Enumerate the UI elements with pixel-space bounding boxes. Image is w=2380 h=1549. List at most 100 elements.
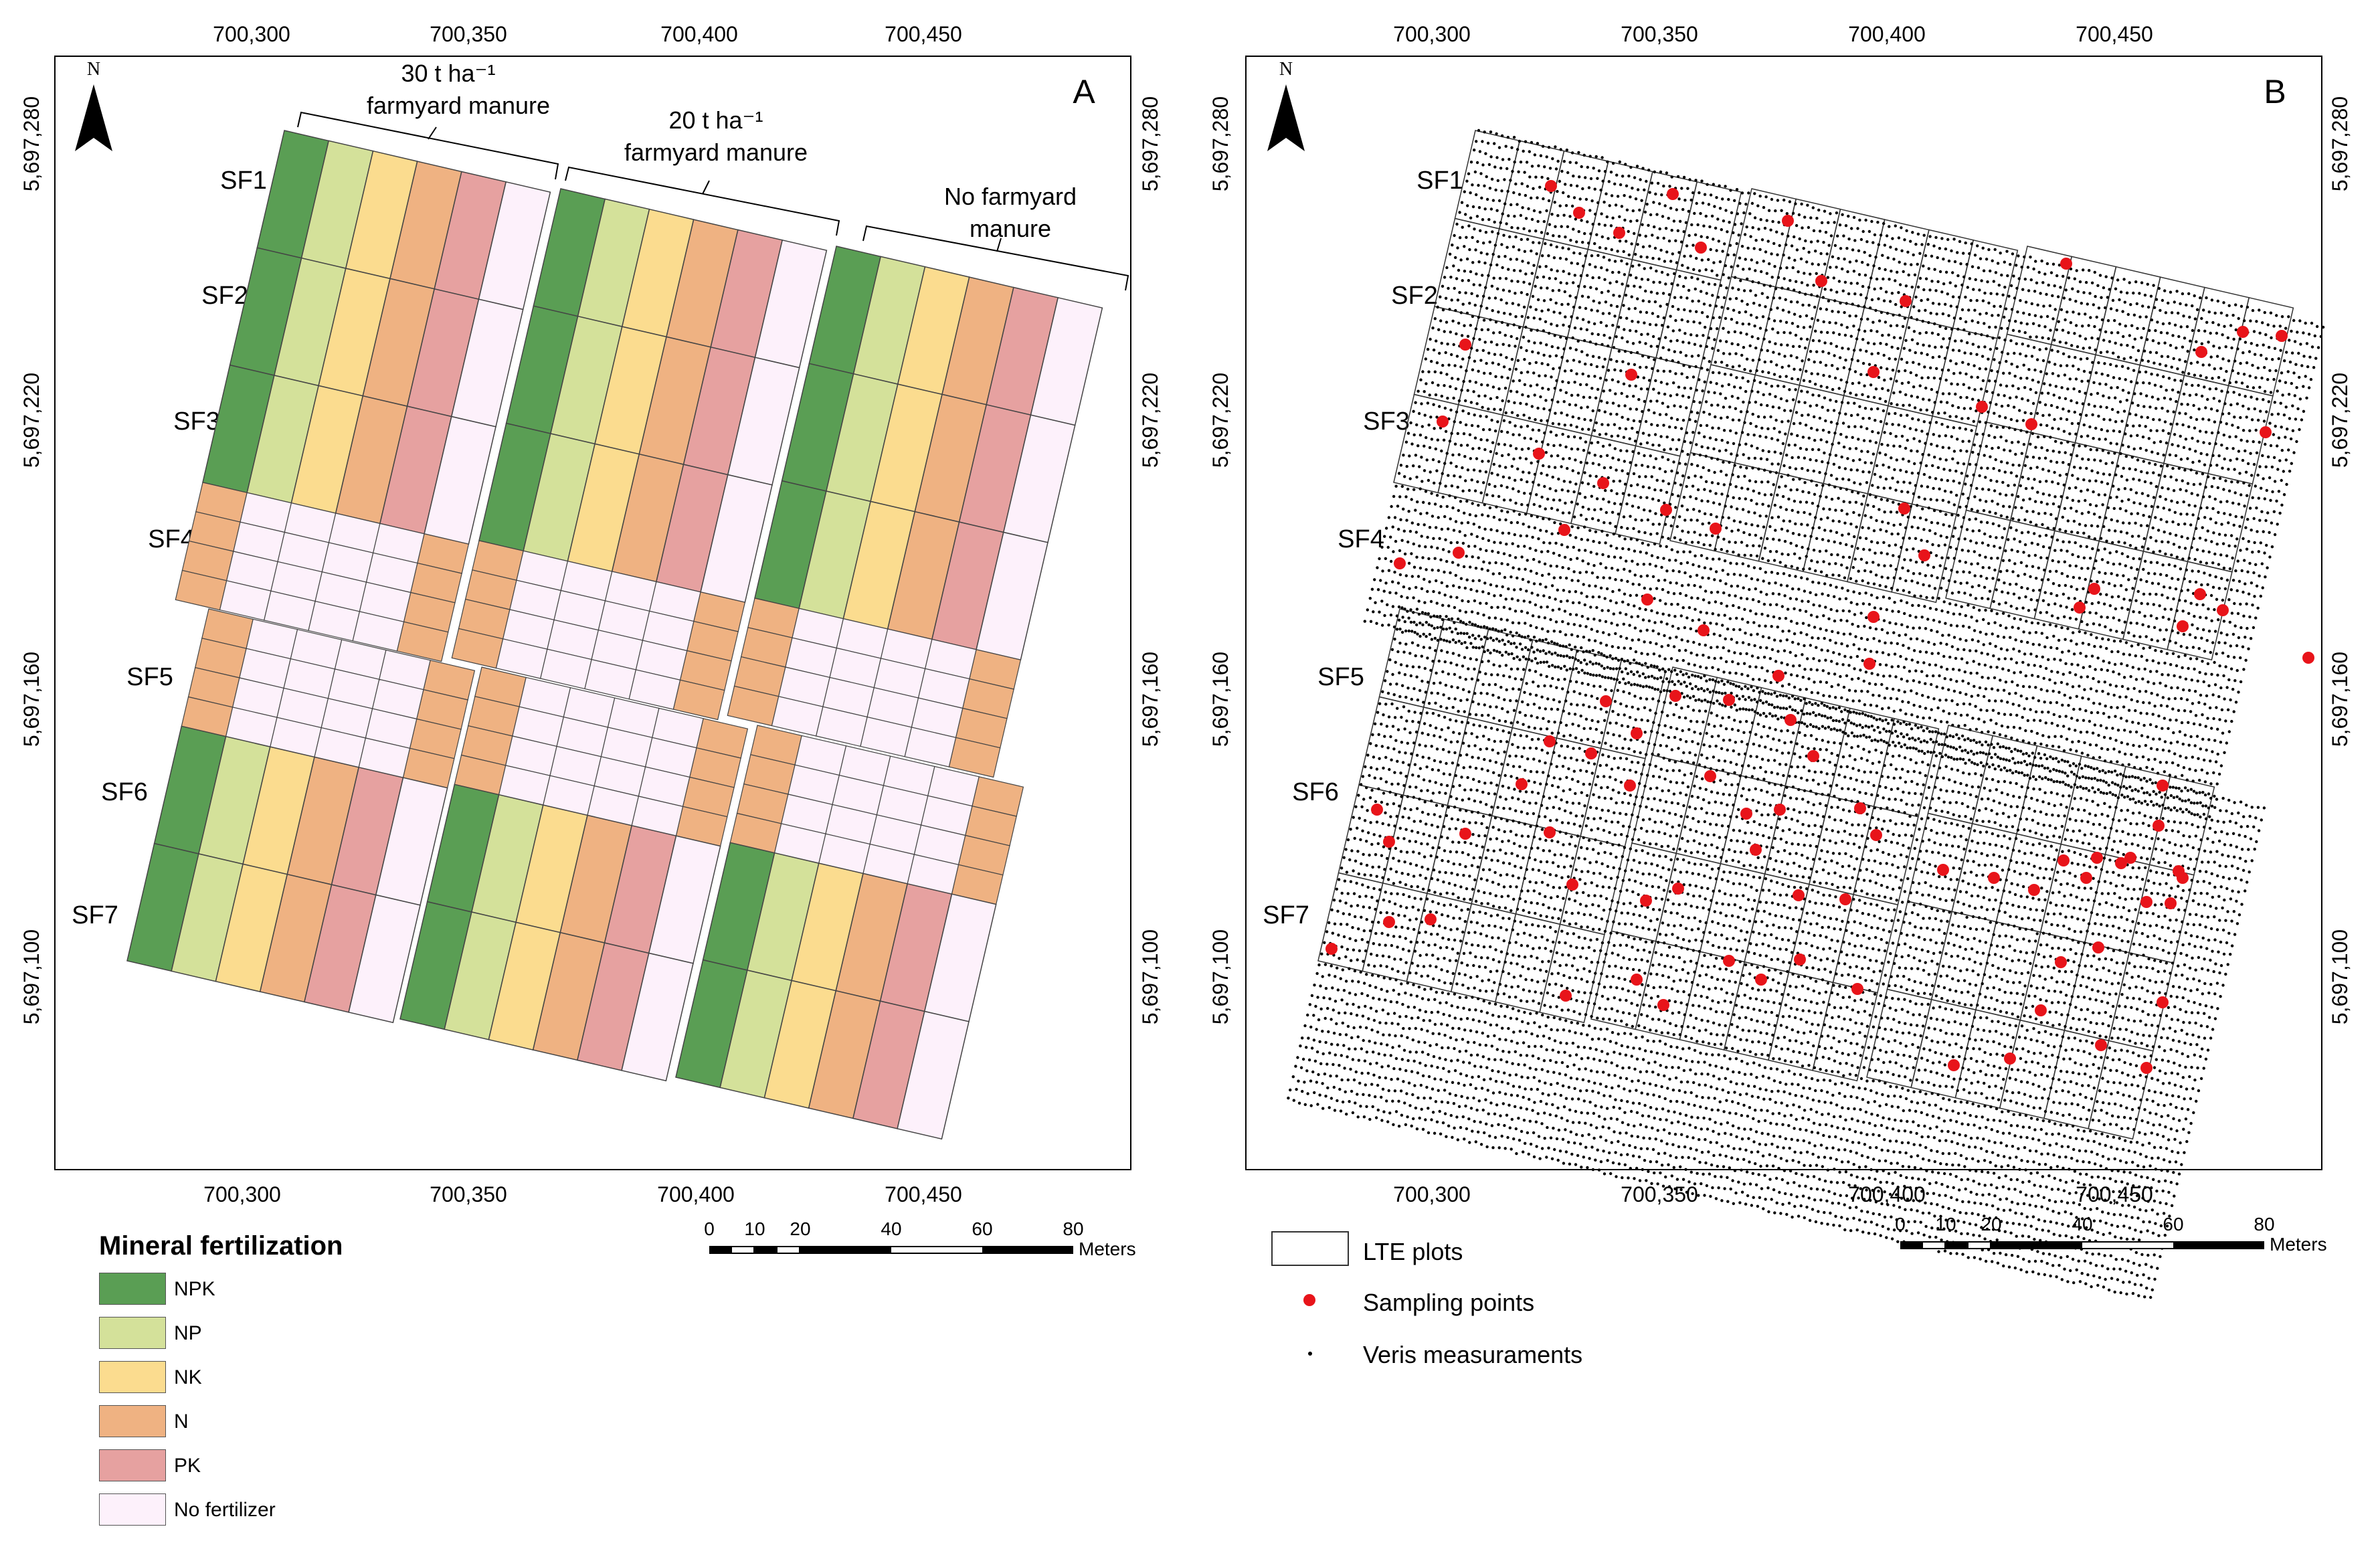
veris-point	[1590, 332, 1594, 335]
veris-point	[2134, 468, 2137, 472]
veris-point	[2219, 500, 2223, 504]
veris-point	[2132, 291, 2135, 295]
veris-point	[1483, 448, 1487, 452]
veris-point	[2223, 533, 2227, 537]
veris-point	[1946, 556, 1950, 559]
veris-point	[2140, 492, 2144, 495]
veris-point	[1821, 538, 1825, 541]
veris-point	[2197, 407, 2201, 411]
veris-point	[1975, 486, 1979, 490]
veris-point	[1898, 283, 1902, 286]
veris-point	[2248, 507, 2252, 510]
veris-point	[1596, 254, 1600, 257]
veris-point	[1944, 567, 1948, 570]
veris-point	[1634, 197, 1638, 201]
veris-point	[1675, 471, 1679, 474]
veris-point	[1805, 314, 1809, 318]
veris-point	[2122, 335, 2125, 339]
veris-point	[1824, 363, 1828, 367]
veris-point	[1622, 304, 1625, 307]
veris-point	[1947, 259, 1951, 263]
veris-point	[2161, 594, 2164, 597]
veris-point	[2148, 405, 2152, 409]
veris-point	[1788, 466, 1792, 469]
veris-point	[1787, 420, 1790, 423]
veris-point	[1475, 294, 1479, 298]
veris-point	[2236, 426, 2240, 430]
veris-point	[2165, 441, 2169, 445]
veris-point	[1472, 390, 1475, 393]
veris-point	[1867, 230, 1871, 234]
veris-point	[1514, 315, 1518, 318]
veris-point	[1981, 379, 1985, 383]
veris-point	[2027, 554, 2031, 557]
veris-point	[1546, 177, 1550, 181]
veris-point	[1615, 304, 1619, 308]
veris-point	[1716, 482, 1720, 485]
veris-point	[1914, 484, 1918, 487]
veris-point	[2284, 405, 2288, 409]
veris-point	[1516, 390, 1519, 393]
veris-point	[2006, 274, 2009, 278]
veris-point	[1987, 488, 1991, 491]
veris-point	[1641, 299, 1645, 302]
veris-point	[2138, 502, 2142, 505]
veris-point	[2092, 490, 2095, 494]
veris-point	[1443, 406, 1447, 410]
veris-point	[2015, 286, 2019, 290]
veris-point	[2082, 347, 2085, 350]
veris-point	[1938, 270, 1942, 274]
veris-point	[2262, 343, 2265, 347]
veris-point	[2205, 296, 2208, 300]
veris-point	[1591, 222, 1594, 226]
veris-point	[1970, 429, 1973, 432]
veris-point	[2248, 350, 2252, 353]
veris-point	[1933, 456, 1936, 459]
veris-point	[1964, 372, 1968, 376]
veris-point	[1655, 478, 1659, 482]
veris-point	[1706, 500, 1710, 503]
veris-point	[1541, 145, 1545, 148]
veris-point	[1776, 462, 1780, 466]
veris-point	[2202, 441, 2205, 444]
veris-point	[2088, 503, 2092, 507]
veris-point	[1854, 447, 1858, 450]
veris-point	[1485, 197, 1489, 201]
veris-point	[2098, 515, 2102, 519]
veris-point	[2193, 557, 2197, 561]
veris-point	[1863, 305, 1866, 308]
veris-point	[2298, 397, 2302, 401]
veris-point	[1733, 223, 1737, 226]
veris-point	[2064, 288, 2068, 292]
veris-point	[1677, 308, 1680, 311]
veris-point	[1805, 500, 1809, 504]
veris-point	[1526, 370, 1530, 374]
veris-point	[1894, 412, 1897, 416]
veris-point	[1638, 208, 1641, 212]
veris-point	[2146, 494, 2150, 497]
veris-point	[1989, 347, 1992, 351]
veris-point	[1653, 225, 1656, 229]
veris-point	[1924, 442, 1927, 445]
veris-point	[1843, 258, 1846, 261]
veris-point	[1521, 206, 1524, 209]
veris-point	[2023, 278, 2027, 281]
veris-point	[1524, 457, 1528, 460]
veris-point	[2066, 310, 2069, 314]
x-tick-label: 700,400	[1848, 22, 1926, 46]
veris-point	[1767, 209, 1771, 212]
veris-point	[1922, 288, 1926, 292]
veris-point	[1942, 282, 1946, 286]
veris-point	[1756, 446, 1759, 450]
veris-point	[2288, 417, 2292, 420]
veris-point	[1531, 294, 1535, 298]
veris-point	[1421, 425, 1424, 428]
veris-point	[2276, 444, 2279, 448]
veris-point	[1952, 238, 1956, 241]
veris-point	[1526, 424, 1530, 428]
veris-point	[1872, 342, 1876, 346]
veris-point	[1994, 271, 1998, 274]
veris-point	[1552, 310, 1556, 314]
veris-point	[2150, 450, 2154, 454]
veris-point	[2091, 413, 2094, 417]
